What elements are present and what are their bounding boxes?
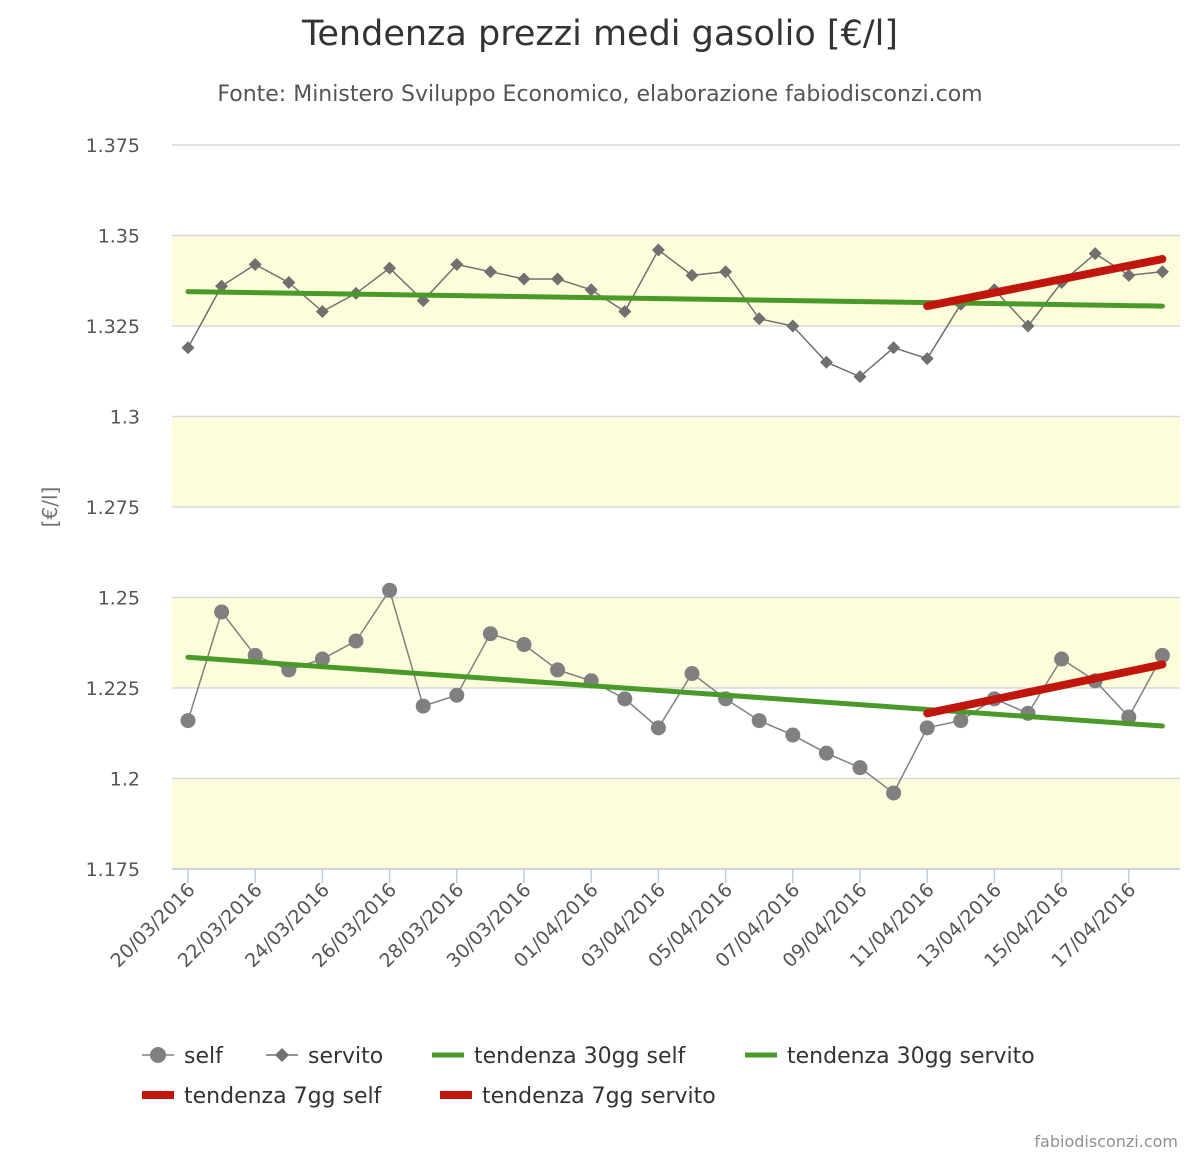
- data-point: [685, 268, 699, 282]
- data-point: [887, 341, 901, 355]
- data-point: [786, 319, 800, 333]
- data-point: [517, 272, 531, 286]
- series-tendenza-7gg-self: [923, 660, 1167, 718]
- series-tendenza-30gg-servito: [185, 289, 1165, 309]
- data-point: [482, 626, 498, 642]
- chart-title: Tendenza prezzi medi gasolio [€/l]: [301, 14, 899, 54]
- legend-label: tendenza 30gg self: [474, 1044, 687, 1069]
- data-point: [382, 582, 398, 598]
- y-axis: 1.175 1.2 1.225 1.25 1.275 1.3 1.325 1.35 1.375: [86, 135, 140, 881]
- data-point: [852, 760, 868, 776]
- plot-band-1: [172, 597, 1180, 688]
- data-point: [449, 687, 465, 703]
- data-point: [818, 745, 834, 761]
- y-tick-label: 1.225: [86, 678, 140, 700]
- legend-label: self: [184, 1044, 224, 1069]
- credits-link[interactable]: fabiodisconzi.com: [1034, 1132, 1178, 1151]
- data-point: [450, 257, 464, 271]
- data-point: [953, 713, 969, 729]
- data-point: [617, 691, 633, 707]
- series-tendenza-30gg-self: [185, 654, 1165, 729]
- data-point: [315, 305, 329, 319]
- legend-marker: [275, 1048, 289, 1062]
- data-point: [1122, 268, 1136, 282]
- legend-item-tendenza-30gg-servito[interactable]: tendenza 30gg servito: [745, 1044, 1035, 1069]
- data-point: [383, 261, 397, 275]
- plot-band-2: [172, 416, 1180, 507]
- data-point: [550, 662, 566, 678]
- data-point: [719, 265, 733, 279]
- data-point: [819, 355, 833, 369]
- series: [180, 243, 1170, 801]
- y-tick-label: 1.2: [110, 769, 140, 791]
- legend[interactable]: self servito tendenza 30gg self tendenza 30…: [142, 1044, 1035, 1109]
- legend-label: tendenza 7gg servito: [482, 1084, 716, 1109]
- legend-marker: [150, 1047, 166, 1063]
- data-point: [650, 720, 666, 736]
- data-point: [248, 257, 262, 271]
- data-point: [551, 272, 565, 286]
- trend-line: [923, 255, 1167, 311]
- data-point: [181, 341, 195, 355]
- trend-line: [185, 289, 1165, 309]
- plot-band-3: [172, 235, 1180, 326]
- y-tick-label: 1.35: [98, 226, 140, 248]
- data-point: [483, 265, 497, 279]
- data-point: [415, 698, 431, 714]
- y-tick-label: 1.3: [110, 407, 140, 429]
- data-point: [785, 727, 801, 743]
- legend-label: tendenza 7gg self: [184, 1084, 383, 1109]
- data-point: [618, 305, 632, 319]
- data-point: [516, 637, 532, 653]
- plot-bands: [172, 235, 1180, 869]
- data-point: [919, 720, 935, 736]
- data-point: [751, 713, 767, 729]
- data-point: [214, 604, 230, 620]
- data-point: [1154, 647, 1170, 663]
- data-point: [314, 651, 330, 667]
- chart-subtitle: Fonte: Ministero Sviluppo Economico, ela…: [217, 82, 983, 107]
- data-point: [247, 647, 263, 663]
- legend-item-servito[interactable]: servito: [266, 1044, 383, 1069]
- data-point: [348, 633, 364, 649]
- y-axis-title: [€/l]: [38, 487, 62, 528]
- legend-item-tendenza-30gg-self[interactable]: tendenza 30gg self: [432, 1044, 687, 1069]
- data-point: [584, 283, 598, 297]
- data-point: [920, 352, 934, 366]
- data-point: [1054, 651, 1070, 667]
- data-point: [282, 276, 296, 290]
- legend-item-tendenza-7gg-self[interactable]: tendenza 7gg self: [142, 1084, 383, 1109]
- plot-band-0: [172, 778, 1180, 869]
- data-point: [651, 243, 665, 257]
- y-tick-label: 1.175: [86, 859, 140, 881]
- data-point: [853, 370, 867, 384]
- data-point: [752, 312, 766, 326]
- legend-label: tendenza 30gg servito: [787, 1044, 1035, 1069]
- y-tick-label: 1.275: [86, 497, 140, 519]
- data-point: [1021, 319, 1035, 333]
- data-point: [886, 785, 902, 801]
- legend-item-self[interactable]: self: [142, 1044, 224, 1069]
- x-axis: 20/03/201622/03/201624/03/201626/03/2016…: [107, 868, 1180, 972]
- data-point: [1155, 265, 1169, 279]
- data-point: [1121, 709, 1137, 725]
- y-tick-label: 1.25: [98, 588, 140, 610]
- data-point: [180, 713, 196, 729]
- legend-item-tendenza-7gg-servito[interactable]: tendenza 7gg servito: [440, 1084, 716, 1109]
- trend-line: [185, 654, 1165, 729]
- data-point: [684, 666, 700, 682]
- data-point: [1088, 247, 1102, 261]
- legend-label: servito: [308, 1044, 383, 1069]
- data-point: [215, 279, 229, 293]
- series-tendenza-7gg-servito: [923, 255, 1167, 311]
- y-tick-label: 1.325: [86, 316, 140, 338]
- trend-line: [923, 660, 1167, 718]
- y-tick-label: 1.375: [86, 135, 140, 157]
